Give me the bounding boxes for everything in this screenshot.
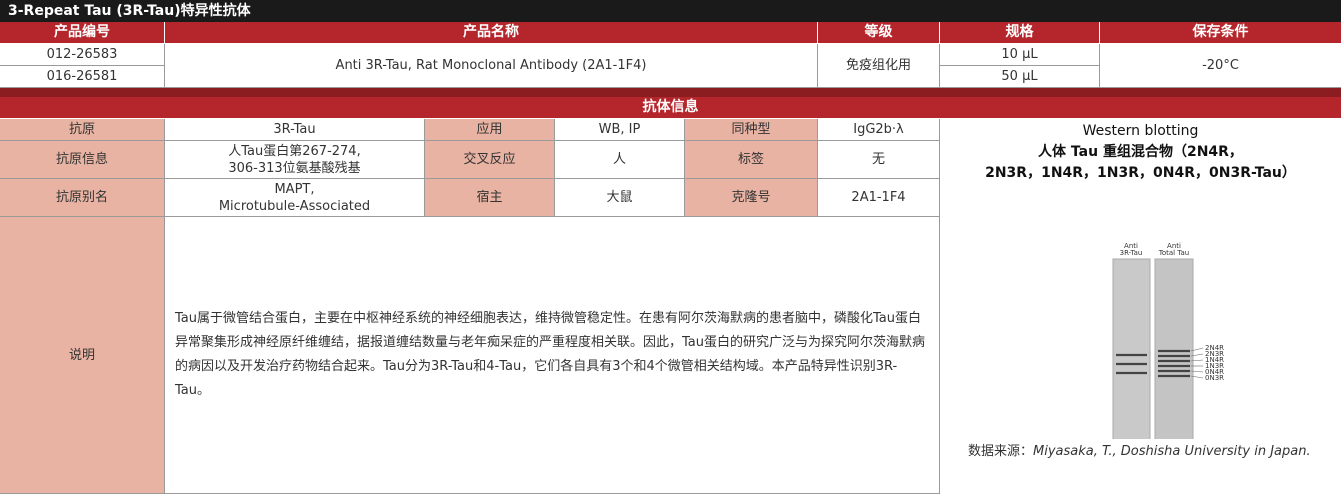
lane: [1154, 258, 1194, 439]
size: 10 μL: [940, 44, 1100, 66]
grade: 免疫组化用: [818, 44, 940, 88]
product-code: 016-26581: [0, 66, 165, 88]
band-pointer: [1190, 375, 1204, 379]
section-title: 抗体信息: [0, 97, 1341, 119]
figure-panel: Western blotting 人体 Tau 重组混合物（2N4R， 2N3R…: [940, 119, 1341, 494]
field-label: 抗原: [0, 119, 165, 141]
field-value: 大鼠: [555, 179, 685, 217]
field-value: 2A1-1F4: [818, 179, 940, 217]
field-label: 克隆号: [685, 179, 818, 217]
description-label: 说明: [0, 217, 165, 494]
product-name: Anti 3R-Tau, Rat Monoclonal Antibody (2A…: [165, 44, 818, 88]
band-pointer: [1190, 359, 1204, 362]
field-label: 交叉反应: [425, 141, 555, 179]
source-label: 数据来源：: [968, 444, 1034, 459]
storage: -20°C: [1100, 44, 1341, 88]
header-cell: 产品编号: [0, 22, 165, 44]
separator: [0, 88, 1341, 97]
header-cell: 规格: [940, 22, 1100, 44]
field-label: 标签: [685, 141, 818, 179]
header-cell: 等级: [818, 22, 940, 44]
band-label: 1N3R: [1205, 362, 1224, 370]
field-label: 应用: [425, 119, 555, 141]
band-label: 0N3R: [1205, 374, 1224, 382]
description: Tau属于微管结合蛋白，主要在中枢神经系统的神经细胞表达，维持微管稳定性。在患有…: [165, 217, 940, 494]
lane-label: 3R-Tau: [1120, 249, 1143, 257]
band-label: 0N4R: [1205, 368, 1224, 376]
lane-label: Anti: [1124, 242, 1138, 250]
band-pointer: [1190, 353, 1204, 357]
lane: [1112, 258, 1151, 439]
band-pointer: [1190, 370, 1204, 373]
lane-label: Anti: [1167, 242, 1181, 250]
field-value: IgG2b·λ: [818, 119, 940, 141]
field-label: 抗原信息: [0, 141, 165, 179]
field-value: 无: [818, 141, 940, 179]
field-value: 人: [555, 141, 685, 179]
band-label: 2N3R: [1205, 350, 1224, 358]
field-value: WB, IP: [555, 119, 685, 141]
field-value: 3R-Tau: [165, 119, 425, 141]
page-title: 3-Repeat Tau (3R-Tau)特异性抗体: [0, 0, 1341, 22]
band-label: 1N4R: [1205, 356, 1224, 364]
band-pointer: [1190, 347, 1204, 352]
field-value: MAPT, Microtubule-Associated: [165, 179, 425, 217]
source-text: Miyasaka, T., Doshisha University in Jap…: [1033, 444, 1311, 459]
field-label: 宿主: [425, 179, 555, 217]
field-label: 同种型: [685, 119, 818, 141]
lane-label: Total Tau: [1158, 249, 1189, 257]
bands: [1116, 349, 1190, 378]
product-code: 012-26583: [0, 44, 165, 66]
header-cell: 产品名称: [165, 22, 818, 44]
field-value: 人Tau蛋白第267-274, 306-313位氨基酸残基: [165, 141, 425, 179]
figure-title: Western blotting: [1082, 123, 1199, 139]
field-label: 抗原别名: [0, 179, 165, 217]
figure-subtitle: 人体 Tau 重组混合物（2N4R， 2N3R，1N4R，1N3R，0N4R，0…: [985, 144, 1296, 181]
source: 数据来源：Miyasaka, T., Doshisha University i…: [968, 441, 1341, 462]
band-label: 2N4R: [1205, 344, 1224, 352]
header-cell: 保存条件: [1100, 22, 1341, 44]
size: 50 μL: [940, 66, 1100, 88]
figure-caption: Western blotting 人体 Tau 重组混合物（2N4R， 2N3R…: [940, 121, 1341, 184]
